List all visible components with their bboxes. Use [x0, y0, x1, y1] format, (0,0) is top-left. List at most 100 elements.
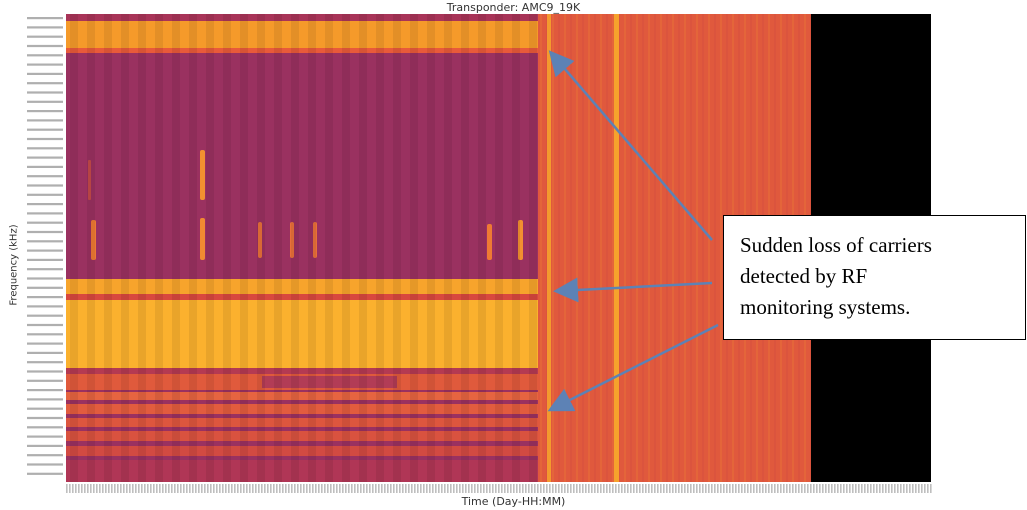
x-tick-mark: [519, 484, 521, 493]
noise-stripe: [600, 14, 602, 482]
x-tick-mark: [441, 484, 443, 493]
x-tick-mark: [234, 484, 236, 493]
stripe: [359, 14, 367, 482]
x-tick-mark: [843, 484, 845, 493]
x-tick-mark: [579, 484, 581, 493]
x-tick-mark: [99, 484, 101, 493]
x-tick-mark: [321, 484, 323, 493]
x-tick-mark: [330, 484, 332, 493]
x-tick-mark: [141, 484, 143, 493]
x-tick-mark: [771, 484, 773, 493]
x-tick-mark: [630, 484, 632, 493]
x-tick-mark: [492, 484, 494, 493]
y-tick-mark: [27, 370, 63, 373]
noise-stripe: [570, 14, 572, 482]
carrier-blip: [258, 222, 262, 258]
band: [66, 431, 538, 441]
x-tick-mark: [450, 484, 452, 493]
stripe: [444, 14, 452, 482]
x-tick-mark: [381, 484, 383, 493]
stripe: [104, 14, 112, 482]
callout-line: monitoring systems.: [740, 295, 911, 319]
x-tick-mark: [540, 484, 542, 493]
carrier-band-top: [66, 21, 538, 48]
x-tick-mark: [216, 484, 218, 493]
x-tick-mark: [660, 484, 662, 493]
x-tick-mark: [921, 484, 923, 493]
x-tick-mark: [831, 484, 833, 493]
noise-stripe: [648, 14, 650, 482]
x-tick-mark: [183, 484, 185, 493]
x-tick-mark: [600, 484, 602, 493]
x-tick-mark: [762, 484, 764, 493]
x-tick-mark: [486, 484, 488, 493]
x-tick-mark: [495, 484, 497, 493]
stripe: [70, 14, 78, 482]
x-tick-mark: [561, 484, 563, 493]
x-tick-mark: [372, 484, 374, 493]
x-tick-mark: [816, 484, 818, 493]
x-tick-mark: [339, 484, 341, 493]
x-tick-mark: [651, 484, 653, 493]
x-tick-mark: [378, 484, 380, 493]
x-tick-mark: [726, 484, 728, 493]
y-tick-mark: [27, 175, 63, 178]
x-tick-mark: [825, 484, 827, 493]
x-tick-mark: [171, 484, 173, 493]
stripe: [240, 14, 248, 482]
vertical-striping: [70, 14, 537, 482]
noise-stripe: [702, 14, 704, 482]
y-tick-mark: [27, 128, 63, 131]
noise-stripe: [606, 14, 608, 482]
x-tick-mark: [153, 484, 155, 493]
x-tick-mark: [510, 484, 512, 493]
x-tick-mark: [597, 484, 599, 493]
x-tick-mark: [555, 484, 557, 493]
band: [66, 404, 538, 414]
x-tick-mark: [87, 484, 89, 493]
x-tick-mark: [756, 484, 758, 493]
x-tick-mark: [852, 484, 854, 493]
x-tick-mark: [324, 484, 326, 493]
x-tick-mark: [108, 484, 110, 493]
x-tick-mark: [639, 484, 641, 493]
x-tick-mark: [657, 484, 659, 493]
x-tick-mark: [549, 484, 551, 493]
band: [66, 460, 538, 482]
stripe: [478, 14, 486, 482]
y-tick-mark: [27, 249, 63, 252]
x-tick-mark: [327, 484, 329, 493]
x-tick-mark: [393, 484, 395, 493]
x-tick-mark: [669, 484, 671, 493]
x-tick-mark: [255, 484, 257, 493]
carrier-band-mid: [66, 279, 538, 294]
x-tick-mark: [576, 484, 578, 493]
y-tick-mark: [27, 296, 63, 299]
x-tick-mark: [723, 484, 725, 493]
x-tick-mark: [303, 484, 305, 493]
x-tick-mark: [894, 484, 896, 493]
x-tick-mark: [702, 484, 704, 493]
x-tick-mark: [360, 484, 362, 493]
y-tick-mark: [27, 333, 63, 336]
y-tick-mark: [27, 323, 63, 327]
x-tick-mark: [930, 484, 932, 493]
x-tick-mark: [288, 484, 290, 493]
x-tick-mark: [537, 484, 539, 493]
y-tick-mark: [27, 147, 63, 150]
stripe: [461, 14, 469, 482]
x-tick-mark: [867, 484, 869, 493]
x-tick-mark: [246, 484, 248, 493]
x-tick-mark: [417, 484, 419, 493]
arrow-to-lower-band: [547, 323, 719, 412]
x-tick-mark: [96, 484, 98, 493]
x-tick-mark: [411, 484, 413, 493]
x-tick-mark: [474, 484, 476, 493]
y-tick-mark: [27, 277, 63, 280]
x-tick-mark: [729, 484, 731, 493]
stripe: [427, 14, 435, 482]
x-tick-mark: [903, 484, 905, 493]
x-tick-mark: [864, 484, 866, 493]
x-tick-mark: [456, 484, 458, 493]
x-tick-mark: [294, 484, 296, 493]
